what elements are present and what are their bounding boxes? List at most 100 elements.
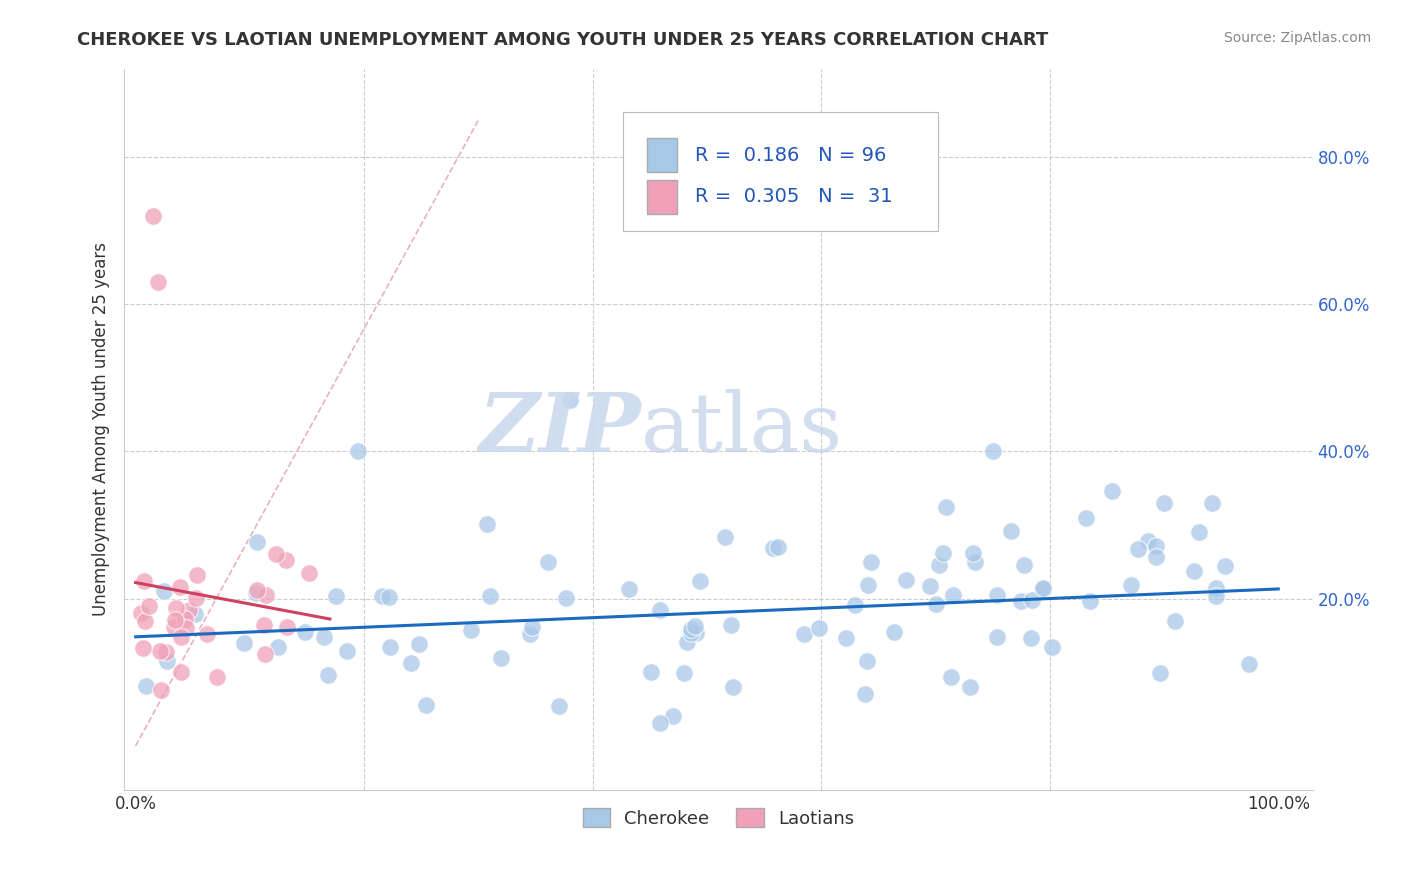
Point (986, 588, 1008, 602)
Point (155, 645, 177, 659)
Point (673, 665, 696, 680)
Point (679, 622, 702, 636)
Point (131, 606, 153, 620)
Point (380, 640, 402, 655)
Point (648, 603, 671, 617)
Point (264, 547, 287, 561)
Point (856, 654, 879, 668)
Point (378, 590, 401, 604)
Point (253, 617, 276, 632)
Point (925, 597, 948, 611)
Point (768, 540, 790, 554)
Point (640, 665, 662, 679)
Point (558, 392, 581, 407)
Point (1237, 657, 1260, 671)
Point (1040, 640, 1063, 654)
Point (370, 589, 392, 603)
Point (941, 670, 963, 684)
Point (142, 209, 165, 223)
Point (156, 654, 179, 668)
Point (835, 632, 858, 646)
Point (195, 627, 218, 641)
Point (1149, 666, 1171, 681)
Point (856, 578, 879, 592)
FancyBboxPatch shape (647, 137, 676, 172)
Point (174, 621, 197, 635)
Point (148, 275, 170, 289)
Point (617, 582, 640, 596)
Point (138, 599, 160, 613)
Point (986, 631, 1008, 645)
Point (555, 591, 578, 605)
Point (179, 603, 201, 617)
Y-axis label: Unemployment Among Youth under 25 years: Unemployment Among Youth under 25 years (93, 243, 110, 616)
Point (1101, 484, 1123, 499)
Point (266, 640, 288, 654)
Legend: Cherokee, Laotians: Cherokee, Laotians (575, 801, 862, 835)
Point (1136, 533, 1159, 548)
Point (1000, 524, 1022, 538)
Point (1144, 550, 1167, 565)
Point (679, 625, 702, 640)
Point (184, 607, 207, 622)
Text: atlas: atlas (641, 389, 844, 469)
Point (174, 612, 197, 626)
Text: Source: ZipAtlas.com: Source: ZipAtlas.com (1223, 31, 1371, 45)
Point (883, 624, 905, 639)
Point (149, 644, 172, 658)
FancyBboxPatch shape (647, 179, 676, 214)
Point (246, 534, 269, 549)
Point (963, 555, 986, 569)
Point (537, 555, 560, 569)
Point (294, 625, 316, 640)
Point (1126, 542, 1149, 557)
Point (1215, 558, 1237, 573)
Point (132, 574, 155, 588)
Point (1074, 511, 1097, 525)
Point (1153, 496, 1175, 510)
Point (720, 618, 742, 632)
Text: ZIP: ZIP (478, 389, 641, 469)
Point (153, 583, 176, 598)
FancyBboxPatch shape (623, 112, 938, 231)
Point (1119, 578, 1142, 592)
Point (163, 620, 186, 634)
Point (685, 626, 707, 640)
Point (274, 553, 297, 567)
Point (205, 670, 228, 684)
Point (1010, 593, 1032, 607)
Point (1182, 564, 1205, 578)
Point (150, 683, 173, 698)
Point (135, 679, 157, 693)
Point (548, 699, 571, 714)
Point (1021, 593, 1043, 607)
Point (676, 635, 699, 649)
Point (689, 574, 711, 588)
Point (184, 591, 207, 605)
Point (962, 546, 984, 560)
Point (186, 567, 208, 582)
Point (935, 500, 957, 514)
Point (165, 601, 187, 615)
Point (928, 558, 950, 572)
Point (807, 621, 830, 635)
Point (475, 517, 498, 532)
Point (853, 687, 876, 701)
Point (1164, 614, 1187, 628)
Point (245, 586, 267, 600)
Point (959, 680, 981, 694)
Point (522, 620, 544, 634)
Point (844, 598, 866, 612)
Point (478, 590, 501, 604)
Point (325, 590, 347, 604)
Point (981, 444, 1004, 458)
Point (233, 636, 256, 650)
Point (489, 651, 512, 665)
Point (793, 627, 815, 641)
Point (314, 630, 336, 644)
Point (347, 444, 370, 458)
Point (170, 665, 193, 679)
Point (169, 581, 191, 595)
Point (415, 698, 437, 712)
Point (132, 640, 155, 655)
